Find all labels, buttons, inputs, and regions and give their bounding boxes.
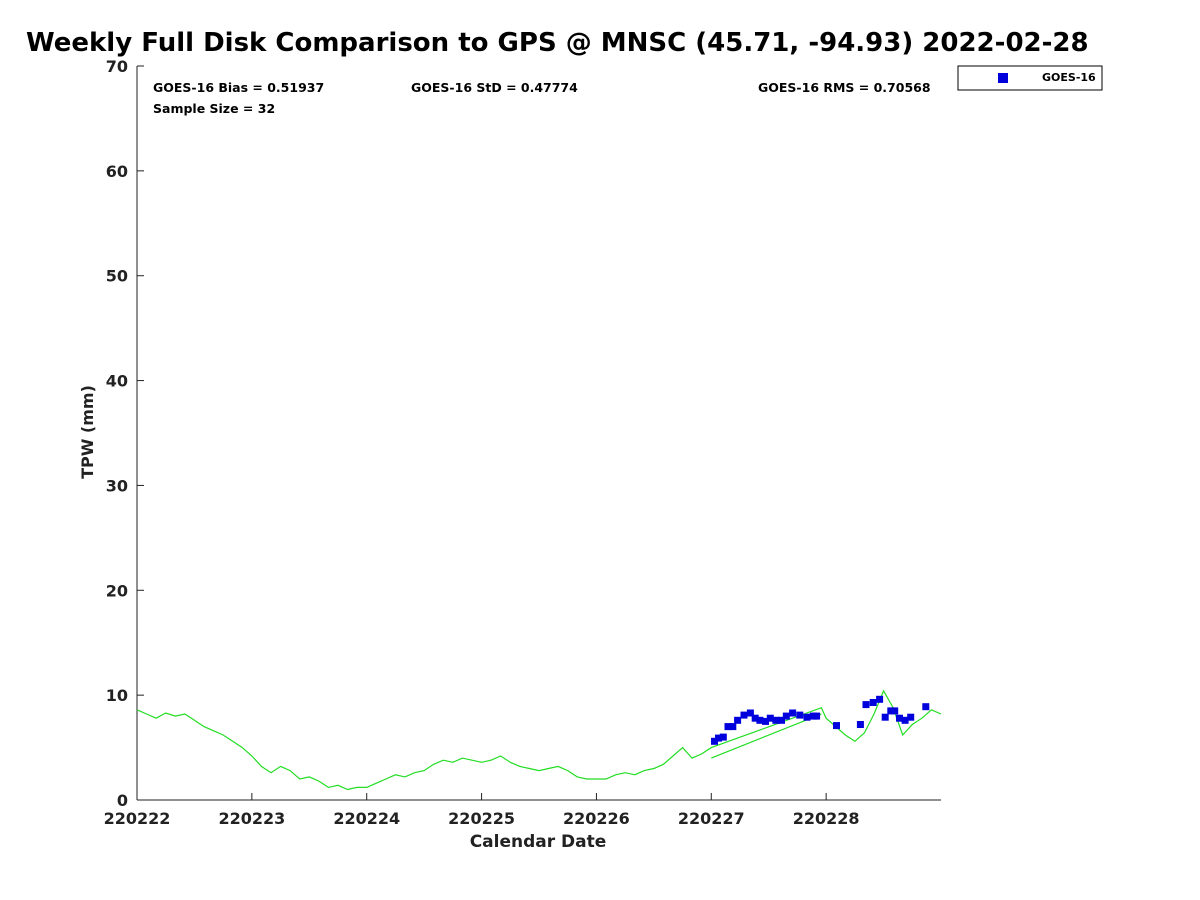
data-layer	[136, 689, 942, 791]
goes16-point	[756, 716, 764, 724]
legend: GOES-16	[957, 65, 1103, 91]
x-tick-label: 220223	[218, 809, 285, 828]
x-tick-label: 220224	[333, 809, 400, 828]
gps-connector-line	[711, 713, 822, 759]
goes16-point	[833, 722, 840, 730]
goes16-point	[766, 714, 774, 722]
x-tick-label: 220226	[563, 809, 630, 828]
legend-marker-goes16	[998, 73, 1008, 83]
x-axis-label: Calendar Date	[470, 832, 607, 852]
gps-series-line	[136, 689, 942, 791]
x-tick-label: 220228	[793, 809, 860, 828]
goes16-point	[856, 721, 864, 728]
y-tick-label: 40	[106, 372, 128, 391]
y-axis-label: TPW (mm)	[78, 385, 97, 479]
chart-title: Weekly Full Disk Comparison to GPS @ MNS…	[26, 28, 1089, 58]
goes16-point	[887, 707, 895, 715]
y-tick-label: 0	[117, 791, 128, 810]
x-tick-label: 220222	[104, 809, 171, 828]
goes16-point	[734, 716, 742, 724]
x-tick-label: 220227	[678, 809, 745, 828]
goes16-point	[715, 734, 722, 742]
goes16-point	[719, 733, 727, 741]
y-tick-label: 30	[106, 476, 128, 495]
y-tick-label: 70	[106, 57, 128, 76]
goes16-point	[813, 712, 821, 720]
bias-stat: GOES-16 Bias = 0.51937	[153, 80, 324, 95]
goes16-point	[762, 717, 769, 725]
goes16-point	[746, 709, 754, 717]
sample-size-stat: Sample Size = 32	[153, 101, 275, 116]
goes16-point	[922, 703, 930, 711]
legend-box	[957, 65, 1103, 91]
goes16-point	[862, 701, 870, 709]
goes16-point	[901, 716, 909, 724]
goes16-point	[907, 713, 915, 721]
goes16-point	[869, 699, 877, 706]
goes16-point	[778, 716, 785, 724]
goes16-point	[891, 707, 899, 715]
goes16-point	[881, 713, 889, 721]
goes16-point	[896, 714, 903, 722]
legend-label-goes16: GOES-16	[1042, 71, 1096, 84]
y-tick-label: 20	[106, 581, 128, 600]
goes16-point	[803, 713, 811, 721]
rms-stat: GOES-16 RMS = 0.70568	[758, 80, 931, 95]
y-tick-label: 60	[106, 162, 128, 181]
goes16-point	[711, 737, 718, 745]
y-tick-label: 10	[106, 686, 128, 705]
goes16-point	[729, 723, 737, 731]
goes16-point	[796, 711, 804, 719]
goes16-point	[740, 711, 748, 719]
y-tick-label: 50	[106, 267, 128, 286]
goes16-point	[724, 723, 732, 731]
goes16-point	[751, 714, 759, 722]
axes-layer: 0 10 20 30 40 50 60 70 220222 220223 220224 220225 2…	[104, 57, 941, 828]
goes16-point	[772, 716, 780, 724]
goes16-point	[876, 695, 884, 703]
goes16-point	[789, 709, 797, 717]
goes16-point	[782, 712, 790, 720]
stats-layer: GOES-16 Bias = 0.51937 GOES-16 StD = 0.4…	[153, 80, 931, 116]
x-tick-label: 220225	[448, 809, 515, 828]
std-stat: GOES-16 StD = 0.47774	[411, 80, 578, 95]
